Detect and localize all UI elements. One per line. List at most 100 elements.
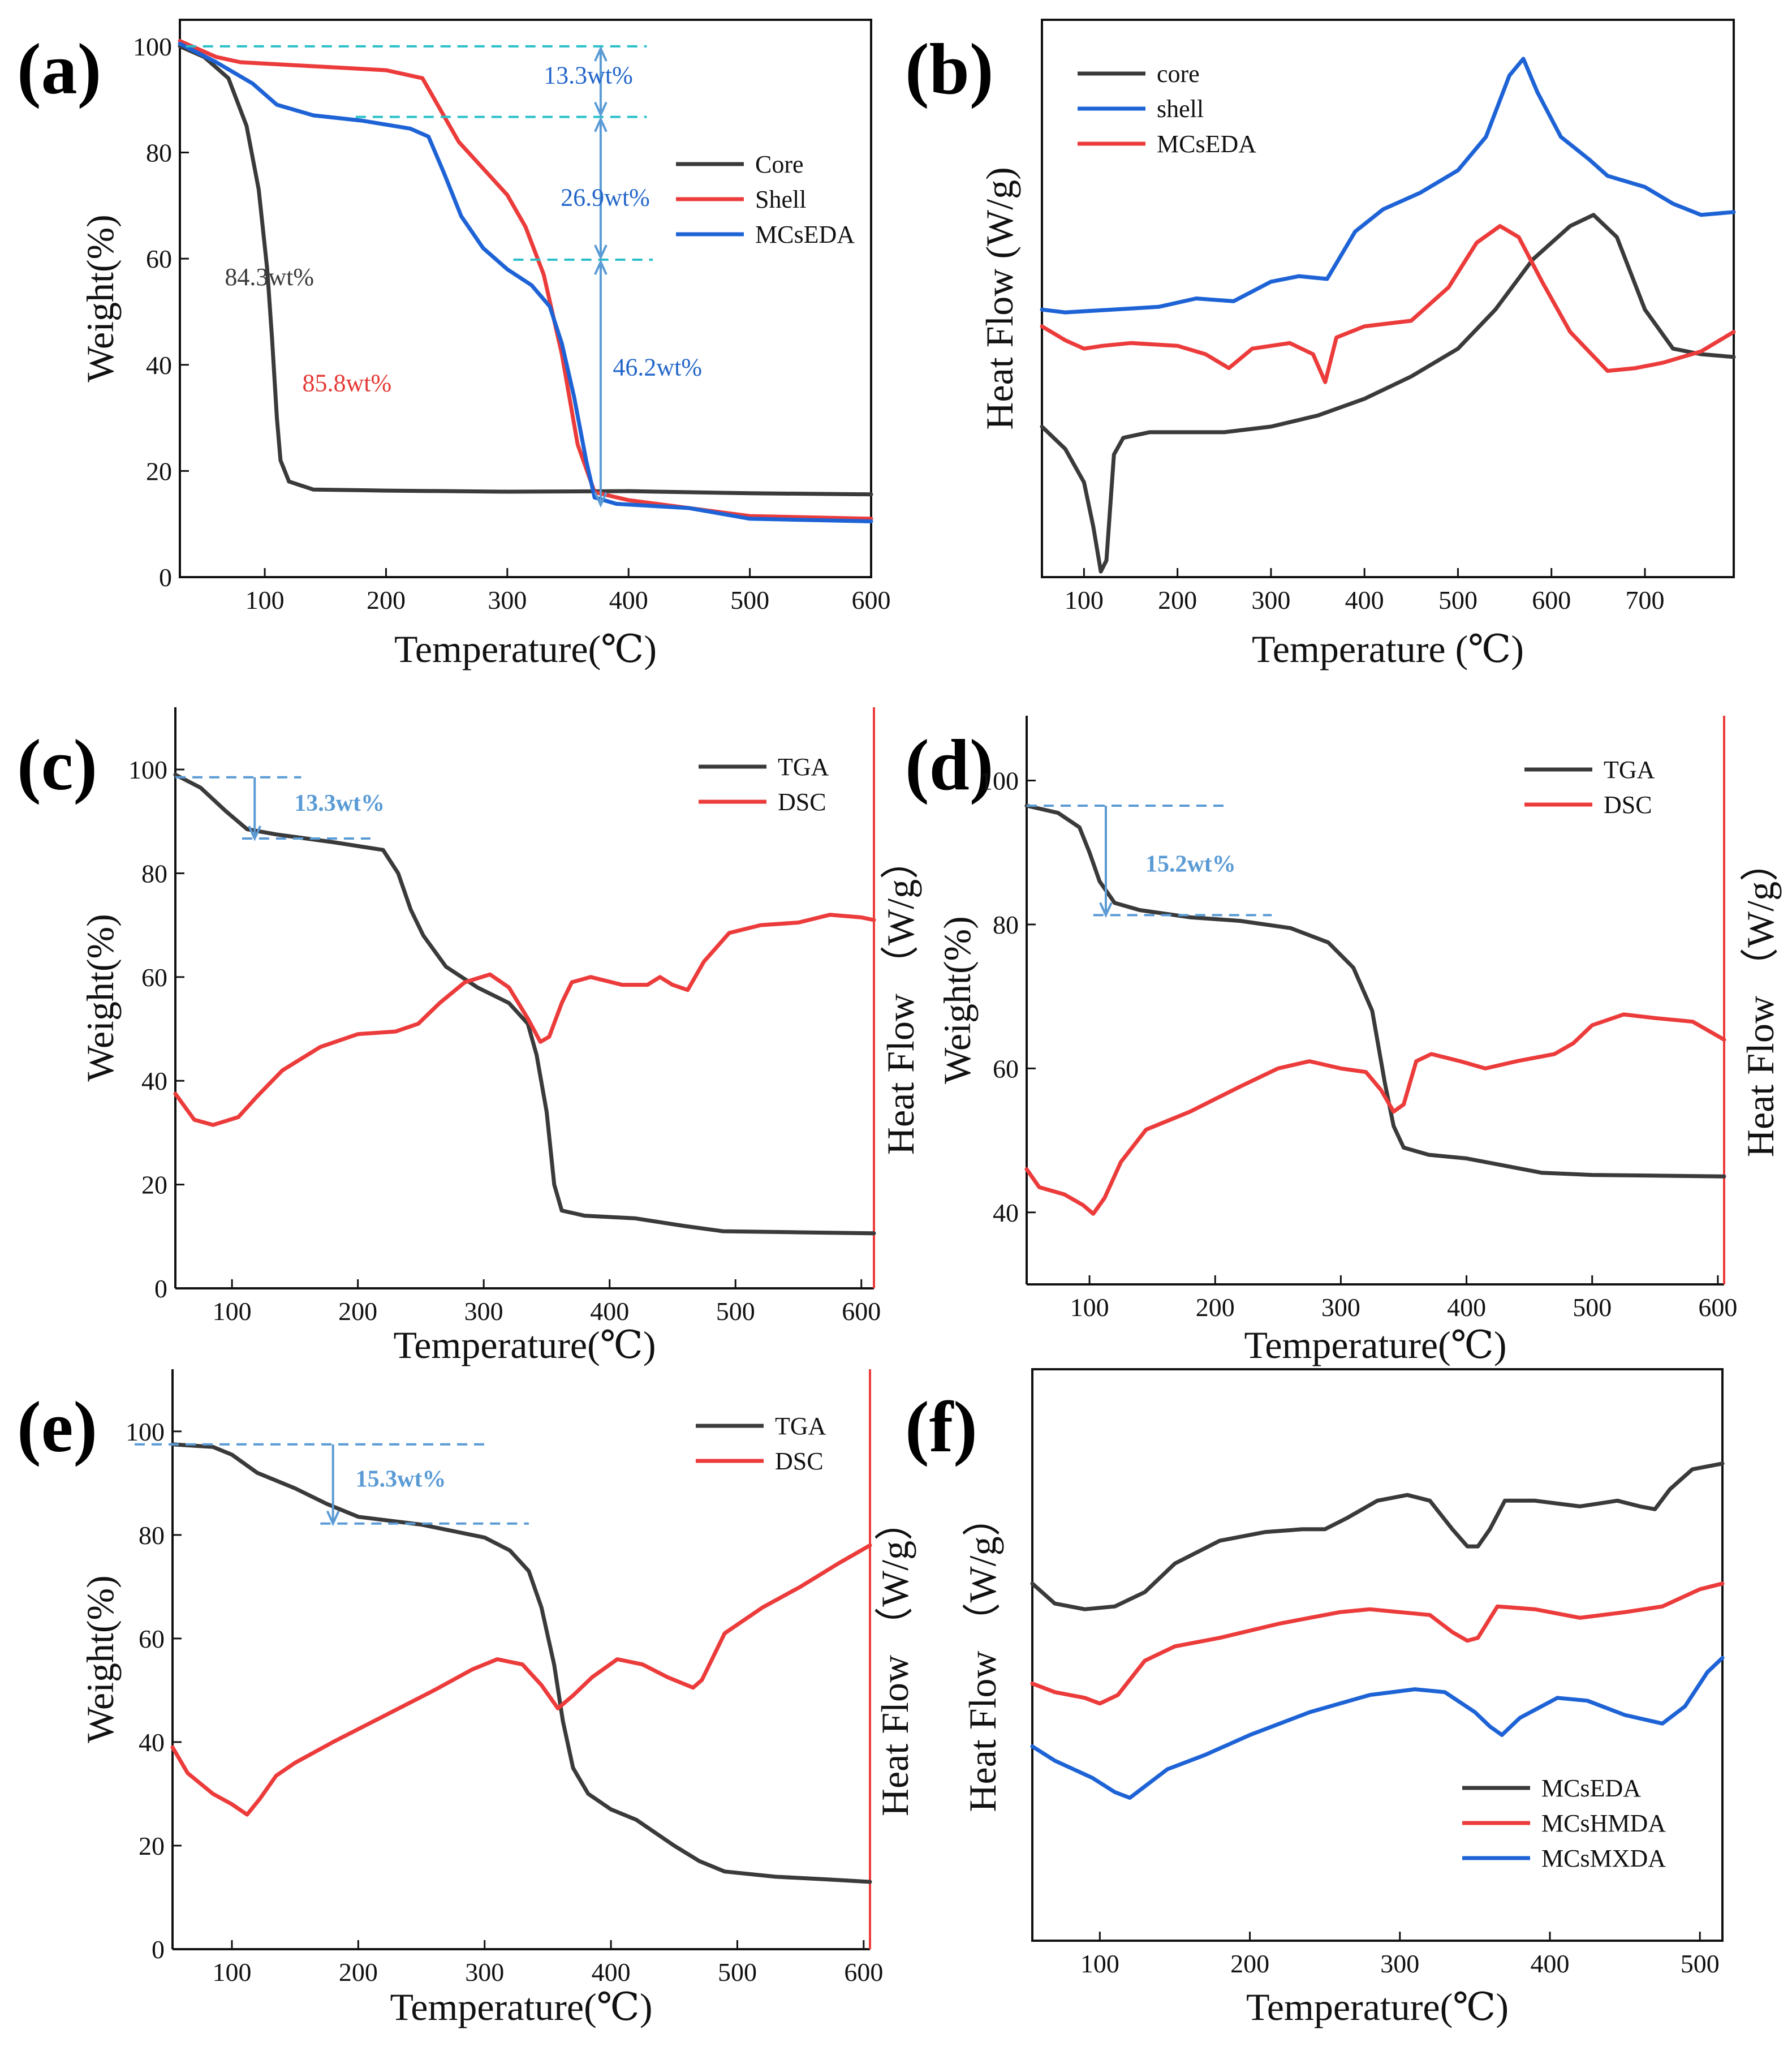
series-line-shell xyxy=(1040,57,1736,315)
y-tick-label: 40 xyxy=(146,351,172,380)
x-tick-label: 400 xyxy=(609,586,648,614)
y-axis-title: Weight(%) xyxy=(936,916,979,1084)
legend-label: shell xyxy=(1157,95,1204,123)
y-tick-label: 60 xyxy=(141,963,167,992)
x-tick-label: 400 xyxy=(590,1297,629,1326)
arrow-head xyxy=(248,826,262,841)
y-tick-label: 80 xyxy=(146,139,172,167)
x-tick-label: 100 xyxy=(213,1297,252,1326)
x-tick-label: 200 xyxy=(367,586,406,614)
x-axis-title: Temperature (℃) xyxy=(1252,627,1524,670)
series-line-shell xyxy=(178,39,873,521)
panel-label-c: (c) xyxy=(17,725,97,805)
y-tick-label: 40 xyxy=(993,1198,1019,1227)
y-tick-label: 0 xyxy=(159,563,172,592)
panel-label-e: (e) xyxy=(17,1387,97,1467)
x-tick-label: 400 xyxy=(592,1958,631,1987)
plot-frame xyxy=(1041,19,1735,578)
legend-label: DSC xyxy=(775,1447,824,1475)
series-line-mcseda xyxy=(1040,224,1736,384)
chart-d: 100 200 300 400 500 600 40 60 80 100 Temperature(℃… xyxy=(936,716,1782,1366)
x-tick-label: 500 xyxy=(1681,1949,1720,1978)
x-tick-label: 300 xyxy=(1380,1949,1419,1978)
y-tick-label: 100 xyxy=(133,32,172,61)
x-tick-label: 200 xyxy=(339,1958,378,1987)
legend-label: MCsEDA xyxy=(755,221,855,248)
legend-label: Core xyxy=(755,151,804,178)
x-tick-label: 600 xyxy=(1698,1293,1737,1322)
plot-frame xyxy=(179,19,872,578)
y2-axis-title: Heat Flow （W/g） xyxy=(879,841,922,1155)
arrow-head xyxy=(594,492,608,508)
chart-a: 100 200 300 400 500 600 0 20 40 60 80 100 Temperatur… xyxy=(79,19,891,670)
series-line-mcseda xyxy=(1030,1461,1725,1611)
chart-b: 100 200 300 400 500 600 700 Temperature (℃) Heat… xyxy=(978,19,1736,670)
y-tick-label: 0 xyxy=(154,1274,167,1303)
y-tick-label: 20 xyxy=(141,1171,167,1200)
y-tick-label: 40 xyxy=(141,1067,167,1095)
x-tick-label: 600 xyxy=(842,1297,881,1326)
series-line-core xyxy=(178,44,873,497)
y-axis-title: Heat Flow （W/g） xyxy=(961,1498,1004,1812)
arrow-head xyxy=(326,1510,340,1527)
annotation-label: 85.8wt% xyxy=(303,369,392,397)
x-axis-title: Temperature(℃) xyxy=(1246,1985,1509,2028)
panel-label-d: (d) xyxy=(905,725,993,805)
legend-label: Shell xyxy=(755,186,806,213)
x-tick-label: 500 xyxy=(1438,586,1477,614)
x-tick-label: 300 xyxy=(488,586,527,614)
x-tick-label: 500 xyxy=(1573,1293,1612,1322)
x-tick-label: 400 xyxy=(1447,1293,1486,1322)
x-tick-label: 100 xyxy=(245,586,285,614)
annotation-label: 26.9wt% xyxy=(561,183,650,211)
legend-label: TGA xyxy=(778,753,829,781)
x-tick-label: 500 xyxy=(716,1297,755,1326)
y-tick-label: 80 xyxy=(139,1521,165,1550)
annotation-label: 13.3wt% xyxy=(544,62,633,89)
annotation-label: 84.3wt% xyxy=(225,263,314,291)
x-tick-label: 200 xyxy=(1158,586,1197,614)
y-tick-label: 60 xyxy=(139,1624,165,1653)
series-line-tga xyxy=(170,1442,872,1884)
x-tick-label: 100 xyxy=(1070,1293,1109,1322)
x-tick-label: 500 xyxy=(730,586,769,614)
x-tick-label: 100 xyxy=(1065,586,1104,614)
y2-axis-title: Heat Flow （W/g） xyxy=(873,1502,916,1816)
x-tick-label: 200 xyxy=(1230,1949,1269,1978)
series-line-core xyxy=(1040,213,1736,574)
series-line-dsc xyxy=(173,913,876,1127)
x-tick-label: 600 xyxy=(852,586,891,614)
x-tick-label: 100 xyxy=(1080,1949,1119,1978)
y-tick-label: 0 xyxy=(152,1935,165,1964)
chart-c: 100 200 300 400 500 600 0 20 40 60 80 100 Temperatur… xyxy=(79,707,922,1366)
x-tick-label: 500 xyxy=(718,1958,757,1987)
x-tick-label: 700 xyxy=(1625,586,1664,614)
panel-label-a: (a) xyxy=(17,29,101,109)
y-tick-label: 100 xyxy=(980,766,1019,795)
y-tick-label: 100 xyxy=(126,1417,165,1446)
legend-label: DSC xyxy=(778,788,826,816)
y-tick-label: 20 xyxy=(139,1832,165,1860)
arrow-head xyxy=(594,244,608,260)
arrow-head xyxy=(1099,902,1113,918)
x-tick-label: 600 xyxy=(844,1958,883,1987)
y-tick-label: 100 xyxy=(128,755,167,784)
legend-label: MCsMXDA xyxy=(1541,1845,1666,1872)
y-tick-label: 80 xyxy=(141,859,167,888)
annotation-label: 46.2wt% xyxy=(613,354,702,381)
series-line-tga xyxy=(173,772,876,1236)
legend-label: core xyxy=(1157,60,1200,88)
y-tick-label: 40 xyxy=(139,1728,165,1757)
annotation-label: 13.3wt% xyxy=(294,790,385,816)
legend-label: TGA xyxy=(1604,756,1655,784)
arrow-head xyxy=(594,46,608,62)
series-line-mcsmxda xyxy=(1030,1656,1725,1800)
x-axis-title: Temperature(℃) xyxy=(394,627,657,670)
series-line-mcshmda xyxy=(1030,1581,1725,1706)
arrow-head xyxy=(594,101,608,118)
plot-frame xyxy=(1031,1368,1724,1942)
y-axis-title: Weight(%) xyxy=(79,1575,122,1743)
panel-label-f: (f) xyxy=(905,1387,977,1467)
legend-label: MCsHMDA xyxy=(1541,1809,1666,1837)
